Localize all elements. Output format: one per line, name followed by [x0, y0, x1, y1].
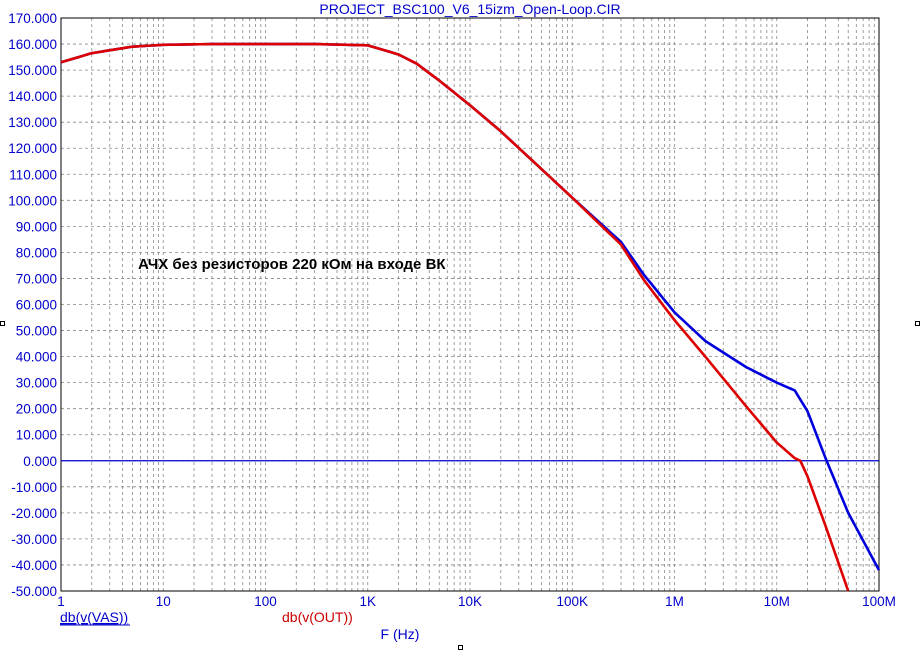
x-axis-label: F (Hz): [381, 626, 420, 642]
y-tick-label: 80.000: [16, 245, 57, 260]
y-tick-label: 20.000: [16, 402, 57, 417]
y-tick-label: 170.000: [8, 11, 57, 26]
y-tick-label: 130.000: [8, 115, 57, 130]
y-tick-label: 100.000: [8, 193, 57, 208]
legend-vas[interactable]: db(v(VAS)): [60, 609, 128, 625]
resize-handle-right[interactable]: [915, 321, 920, 326]
y-tick-label: -40.000: [11, 558, 57, 573]
y-tick-label: 90.000: [16, 219, 57, 234]
horizontal-grid: [61, 43, 879, 566]
x-tick-label: 100K: [556, 594, 588, 609]
y-tick-label: 70.000: [16, 271, 57, 286]
y-tick-label: 150.000: [8, 63, 57, 78]
x-tick-label: 1K: [359, 594, 376, 609]
y-tick-label: 50.000: [16, 324, 57, 339]
y-tick-label: 40.000: [16, 350, 57, 365]
series-lines: [60, 42, 881, 592]
y-tick-label: 60.000: [16, 298, 57, 313]
x-tick-labels: 1 10 100 1K 10K 100K 1M 10M 100M: [57, 594, 896, 609]
x-tick-label: 10M: [764, 594, 790, 609]
y-tick-label: 30.000: [16, 376, 57, 391]
y-tick-label: -10.000: [11, 480, 57, 495]
y-tick-label: 120.000: [8, 141, 57, 156]
y-tick-label: 140.000: [8, 89, 57, 104]
x-tick-label: 1M: [665, 594, 684, 609]
x-tick-label: 1: [57, 594, 65, 609]
x-tick-label: 100: [254, 594, 277, 609]
y-tick-label: 160.000: [8, 37, 57, 52]
chart-title: PROJECT_BSC100_V6_15izm_Open-Loop.CIR: [319, 1, 620, 17]
plot-frame: [60, 17, 880, 592]
y-tick-label: -30.000: [11, 532, 57, 547]
y-tick-label: -50.000: [11, 584, 57, 599]
y-tick-label: -20.000: [11, 506, 57, 521]
y-tick-label: 110.000: [9, 167, 57, 182]
resize-handle-bottom[interactable]: [458, 645, 463, 650]
series-line-out: [60, 42, 850, 592]
y-tick-label: 10.000: [16, 428, 57, 443]
resize-handle-left[interactable]: [0, 321, 5, 326]
legend-out[interactable]: db(v(OUT)): [282, 609, 353, 625]
chart-annotation: АЧХ без резисторов 220 кОм на входе ВК: [138, 256, 446, 273]
x-tick-label: 10: [156, 594, 171, 609]
y-tick-labels: 170.000 160.000 150.000 140.000 130.000 120.0…: [8, 11, 57, 599]
x-tick-label: 100M: [862, 594, 896, 609]
y-tick-label: 0.000: [23, 454, 57, 469]
x-tick-label: 10K: [458, 594, 482, 609]
